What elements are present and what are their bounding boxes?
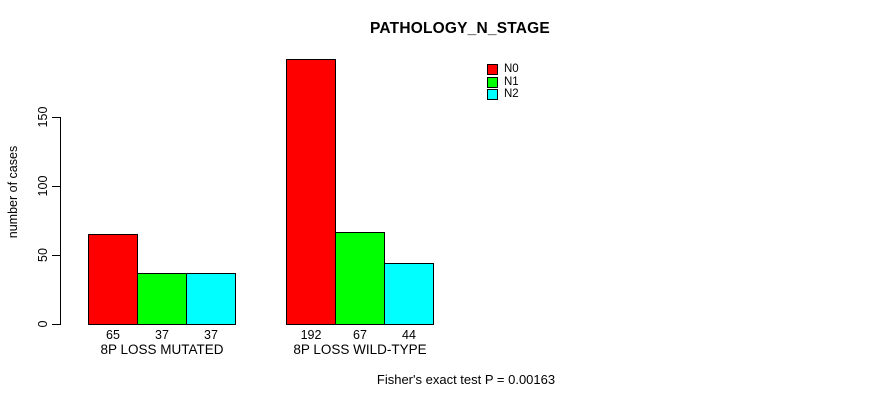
y-axis-tick-label: 150 <box>36 106 50 128</box>
bar-n0-group2 <box>286 59 336 325</box>
y-axis-tick <box>52 255 60 256</box>
bar-n0-group1 <box>88 234 138 325</box>
y-axis-tick <box>52 117 60 118</box>
bar-value-label: 67 <box>353 328 367 342</box>
legend-label: N0 <box>504 63 519 75</box>
bar-n1-group1 <box>137 272 187 325</box>
legend-swatch-icon <box>487 89 498 100</box>
bar-n2-group2 <box>384 263 434 325</box>
bar-value-label: 37 <box>155 328 169 342</box>
annotation-text: Fisher's exact test P = 0.00163 <box>376 372 556 387</box>
category-label: 8P LOSS MUTATED <box>100 342 224 357</box>
bar-n2-group1 <box>186 272 236 325</box>
legend-swatch-icon <box>487 76 498 88</box>
y-axis-label: number of cases <box>6 145 20 239</box>
bar-n1-group2 <box>335 231 385 325</box>
legend-label: N2 <box>504 88 519 100</box>
bar-value-label: 65 <box>106 328 120 342</box>
y-axis-line <box>60 117 61 325</box>
legend-label: N1 <box>504 75 519 88</box>
legend-swatch-icon <box>487 64 498 75</box>
bar-value-label: 44 <box>402 328 416 342</box>
bar-value-label: 37 <box>204 328 218 342</box>
legend-item-n0: N0 <box>487 63 519 75</box>
category-label: 8P LOSS WILD-TYPE <box>293 342 427 357</box>
legend-item-n2: N2 <box>487 88 519 100</box>
legend-item-n1: N1 <box>487 75 519 88</box>
y-axis-tick-label: 100 <box>36 175 50 197</box>
bar-value-label: 192 <box>300 328 322 342</box>
legend: N0 N1 N2 <box>487 63 519 102</box>
y-axis-tick <box>52 186 60 187</box>
y-axis-tick-label: 0 <box>36 320 50 328</box>
y-axis-tick-label: 50 <box>36 248 50 262</box>
chart-title: PATHOLOGY_N_STAGE <box>370 20 550 37</box>
y-axis-tick <box>52 324 60 325</box>
